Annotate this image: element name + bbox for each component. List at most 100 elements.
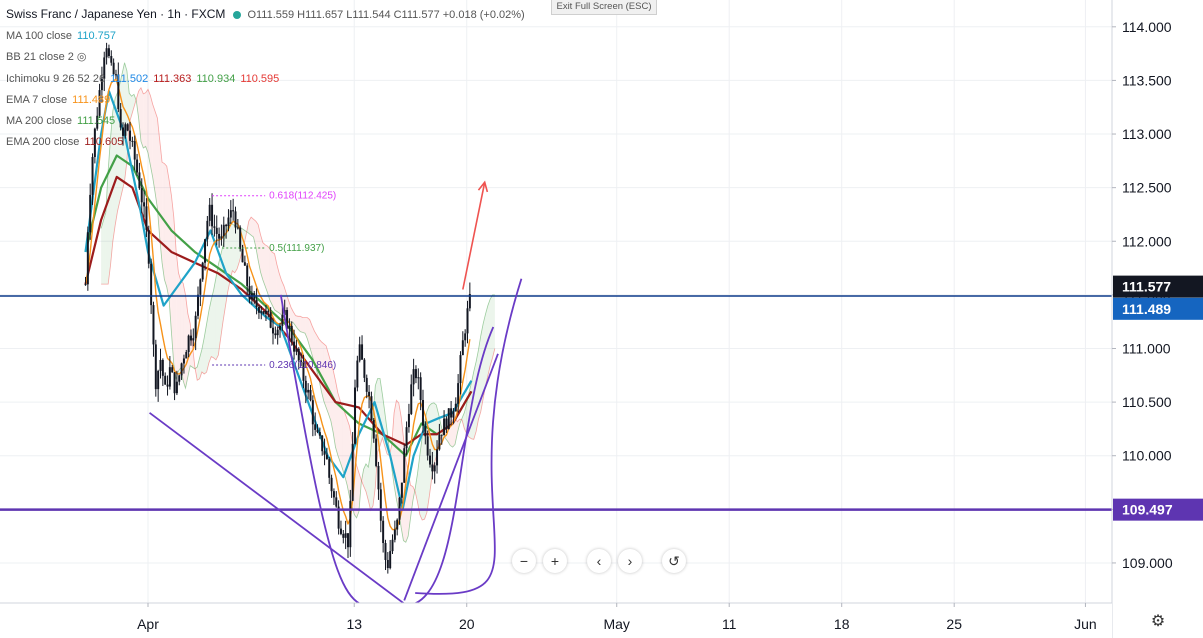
candle-body bbox=[297, 348, 300, 361]
cloud-segment bbox=[232, 224, 235, 273]
legend-label: MA 100 close bbox=[6, 30, 73, 43]
candle-body bbox=[175, 381, 178, 394]
legend-row[interactable]: MA 200 close 111.545 bbox=[6, 111, 525, 132]
cloud-segment bbox=[131, 94, 134, 116]
candle-body bbox=[288, 325, 291, 329]
legend-row[interactable]: EMA 200 close 110.605 bbox=[6, 132, 525, 153]
candle-body bbox=[264, 310, 267, 314]
cloud-segment bbox=[272, 252, 275, 310]
drawing-overlays: 0.618(112.425) 0.5(111.937) 0.236(110.846) bbox=[0, 180, 1112, 618]
candle-body bbox=[138, 172, 141, 189]
cloud-segment bbox=[349, 426, 352, 506]
candle-body bbox=[234, 211, 237, 228]
cloud-segment bbox=[180, 280, 184, 381]
cloud-segment bbox=[159, 140, 163, 263]
cloud-segment bbox=[337, 392, 341, 462]
legend-label: BB 21 close 2 bbox=[6, 51, 74, 64]
candle-body bbox=[431, 464, 434, 472]
candle-body bbox=[321, 435, 324, 452]
candle-body bbox=[269, 312, 272, 328]
series-ma-200-close bbox=[84, 154, 473, 457]
exit-fullscreen-button[interactable]: Exit Full Screen (ESC) bbox=[551, 0, 657, 15]
candle-body bbox=[218, 233, 221, 239]
cloud-segment bbox=[473, 361, 477, 440]
reset-chart-button[interactable]: ↺ bbox=[662, 549, 686, 573]
candle-body bbox=[157, 370, 160, 390]
ohlc-readout: O111.559 H111.657 L111.544 C111.577 +0.0… bbox=[247, 9, 525, 21]
symbol-title[interactable]: Swiss Franc / Japanese Yen · 1h · FXCM bbox=[6, 7, 226, 21]
candle-body bbox=[114, 74, 117, 76]
legend-value: 110.757 bbox=[77, 30, 116, 43]
legend-row[interactable]: Ichimoku 9 26 52 26 111.502 111.363 110.934… bbox=[6, 69, 525, 90]
price-tick-label: 113.500 bbox=[1122, 72, 1172, 88]
candle-body bbox=[447, 408, 450, 430]
candle-body bbox=[276, 329, 279, 336]
cloud-segment bbox=[173, 216, 177, 380]
legend-row[interactable]: EMA 7 close 111.489 bbox=[6, 90, 525, 111]
cloud-segment bbox=[363, 463, 366, 492]
candle-body bbox=[229, 210, 232, 218]
price-tag-label: 109.497 bbox=[1122, 502, 1173, 518]
candle-body bbox=[346, 533, 349, 548]
cloud-segment bbox=[211, 290, 214, 358]
candle-body bbox=[351, 443, 354, 501]
price-tag-bg bbox=[1113, 275, 1203, 298]
zoom-in-button[interactable]: + bbox=[543, 549, 567, 573]
price-tick-label: 113.000 bbox=[1122, 126, 1172, 142]
price-tick-label: 112.500 bbox=[1122, 180, 1172, 196]
candle-body bbox=[166, 384, 169, 387]
candle-body bbox=[246, 265, 249, 287]
cloud-segment bbox=[255, 221, 259, 261]
candle-body bbox=[168, 367, 171, 387]
candle-body bbox=[316, 429, 319, 433]
cloud-segment bbox=[103, 212, 106, 285]
candle-body bbox=[185, 352, 188, 359]
legend-row[interactable]: MA 100 close 110.757 bbox=[6, 26, 525, 47]
candle-body bbox=[445, 418, 448, 430]
scroll-left-button[interactable]: ‹ bbox=[587, 549, 611, 573]
cloud-segment bbox=[248, 217, 252, 236]
price-tick-label: 110.000 bbox=[1122, 448, 1172, 464]
cloud-segment bbox=[279, 273, 282, 315]
cloud-segment bbox=[483, 314, 486, 399]
candle-body bbox=[150, 263, 153, 306]
symbol-row: Swiss Franc / Japanese Yen · 1h · FXCM O1… bbox=[6, 4, 525, 26]
cloud-segment bbox=[171, 195, 174, 365]
candle-body bbox=[98, 90, 101, 116]
candle-body bbox=[86, 232, 89, 285]
price-tick-label: 114.000 bbox=[1122, 19, 1172, 35]
candle-body bbox=[133, 141, 136, 160]
fib-level-label: 0.236(110.846) bbox=[269, 360, 336, 371]
candle-body bbox=[271, 327, 274, 334]
time-tick-label: 13 bbox=[346, 616, 362, 632]
cloud-segment bbox=[462, 412, 465, 429]
candle-body bbox=[452, 411, 455, 418]
candle-body bbox=[178, 375, 181, 382]
scroll-right-button[interactable]: › bbox=[618, 549, 642, 573]
visibility-eye-icon[interactable] bbox=[233, 11, 242, 20]
cloud-segment bbox=[215, 264, 219, 360]
candle-body bbox=[436, 449, 439, 466]
cloud-segment bbox=[155, 111, 158, 209]
zoom-out-button[interactable]: − bbox=[512, 549, 536, 573]
cloud-segment bbox=[108, 138, 111, 285]
candle-body bbox=[311, 400, 314, 425]
legend-row[interactable]: BB 21 close 2 ◎ bbox=[6, 47, 525, 68]
candle-body bbox=[290, 325, 293, 342]
candle-body bbox=[440, 434, 443, 436]
candle-body bbox=[407, 413, 410, 428]
candle-body bbox=[328, 459, 331, 478]
gear-icon[interactable]: ⚙ bbox=[1150, 613, 1166, 630]
candle-body bbox=[365, 377, 368, 392]
candlesticks bbox=[84, 42, 471, 574]
cloud-segment bbox=[124, 62, 127, 181]
hidden-eye-icon[interactable]: ◎ bbox=[73, 51, 87, 64]
candle-body bbox=[304, 380, 307, 393]
cloud-segment bbox=[305, 317, 308, 339]
cloud-segment bbox=[176, 250, 179, 380]
candle-body bbox=[429, 455, 432, 465]
candle-body bbox=[164, 375, 167, 385]
chart-grid bbox=[0, 0, 1112, 618]
